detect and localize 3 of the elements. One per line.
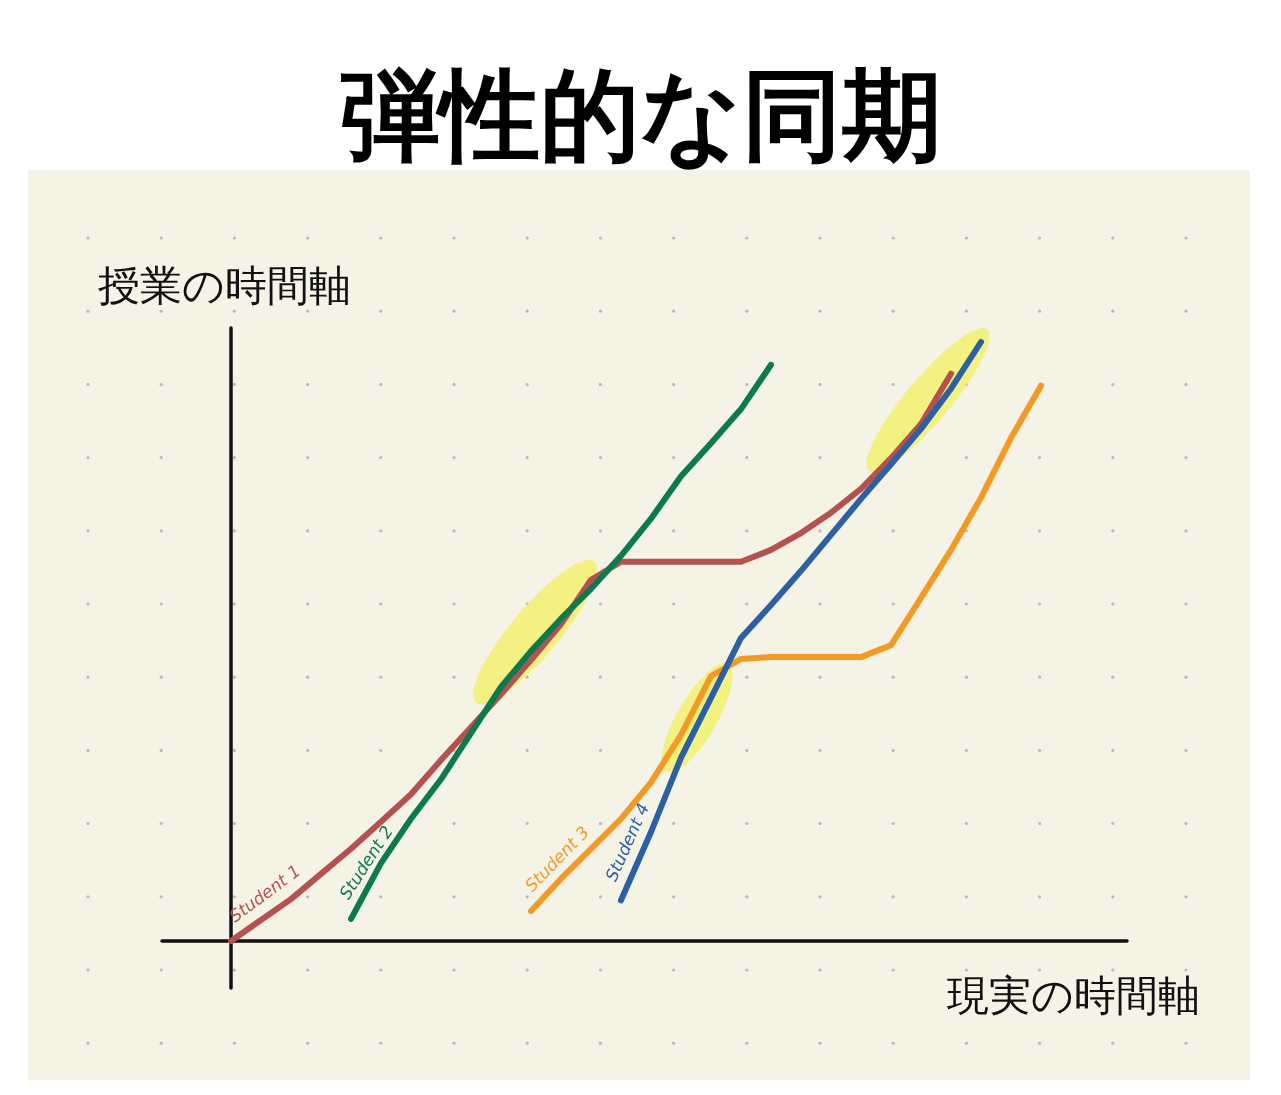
x-axis-title: 現実の時間軸 bbox=[947, 971, 1200, 1020]
y-axis-title: 授業の時間軸 bbox=[98, 261, 351, 310]
chart-title: 弾性的な同期 bbox=[339, 57, 942, 174]
